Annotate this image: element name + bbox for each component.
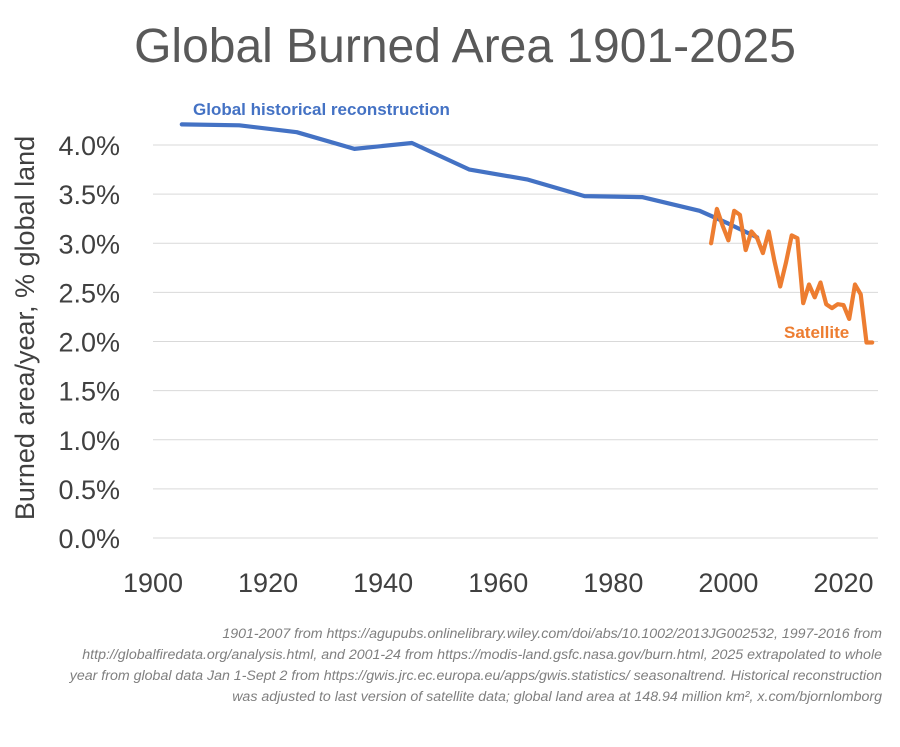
x-tick-label: 2000 [698,568,758,598]
series-label-satellite: Satellite [784,323,849,342]
y-tick-label: 3.5% [58,180,120,210]
y-tick-label: 1.5% [58,377,120,407]
x-axis-ticks: 1900 1920 1940 1960 1980 2000 2020 [123,568,874,598]
series-line-historical [179,122,760,240]
y-tick-label: 0.5% [58,475,120,505]
x-tick-label: 1980 [583,568,643,598]
series-label-historical: Global historical reconstruction [193,100,450,119]
y-tick-label: 0.0% [58,524,120,554]
series-lines [179,122,875,345]
x-tick-label: 1940 [353,568,413,598]
x-tick-label: 1920 [238,568,298,598]
x-tick-label: 1960 [468,568,528,598]
y-axis-label: Burned area/year, % global land [10,136,40,520]
burned-area-chart: Global Burned Area 1901-2025 Burned area… [10,20,878,598]
x-tick-label: 1900 [123,568,183,598]
gridlines [153,144,878,539]
y-tick-label: 4.0% [58,131,120,161]
y-tick-label: 3.0% [58,229,120,259]
source-note: 1901-2007 from https://agupubs.onlinelib… [69,626,882,705]
y-axis-ticks: 0.0% 0.5% 1.0% 1.5% 2.0% 2.5% 3.0% 3.5% 4.0% [58,131,120,554]
y-tick-label: 1.0% [58,426,120,456]
chart-title: Global Burned Area 1901-2025 [134,20,796,73]
y-tick-label: 2.0% [58,328,120,358]
x-tick-label: 2020 [813,568,873,598]
y-tick-label: 2.5% [58,278,120,308]
